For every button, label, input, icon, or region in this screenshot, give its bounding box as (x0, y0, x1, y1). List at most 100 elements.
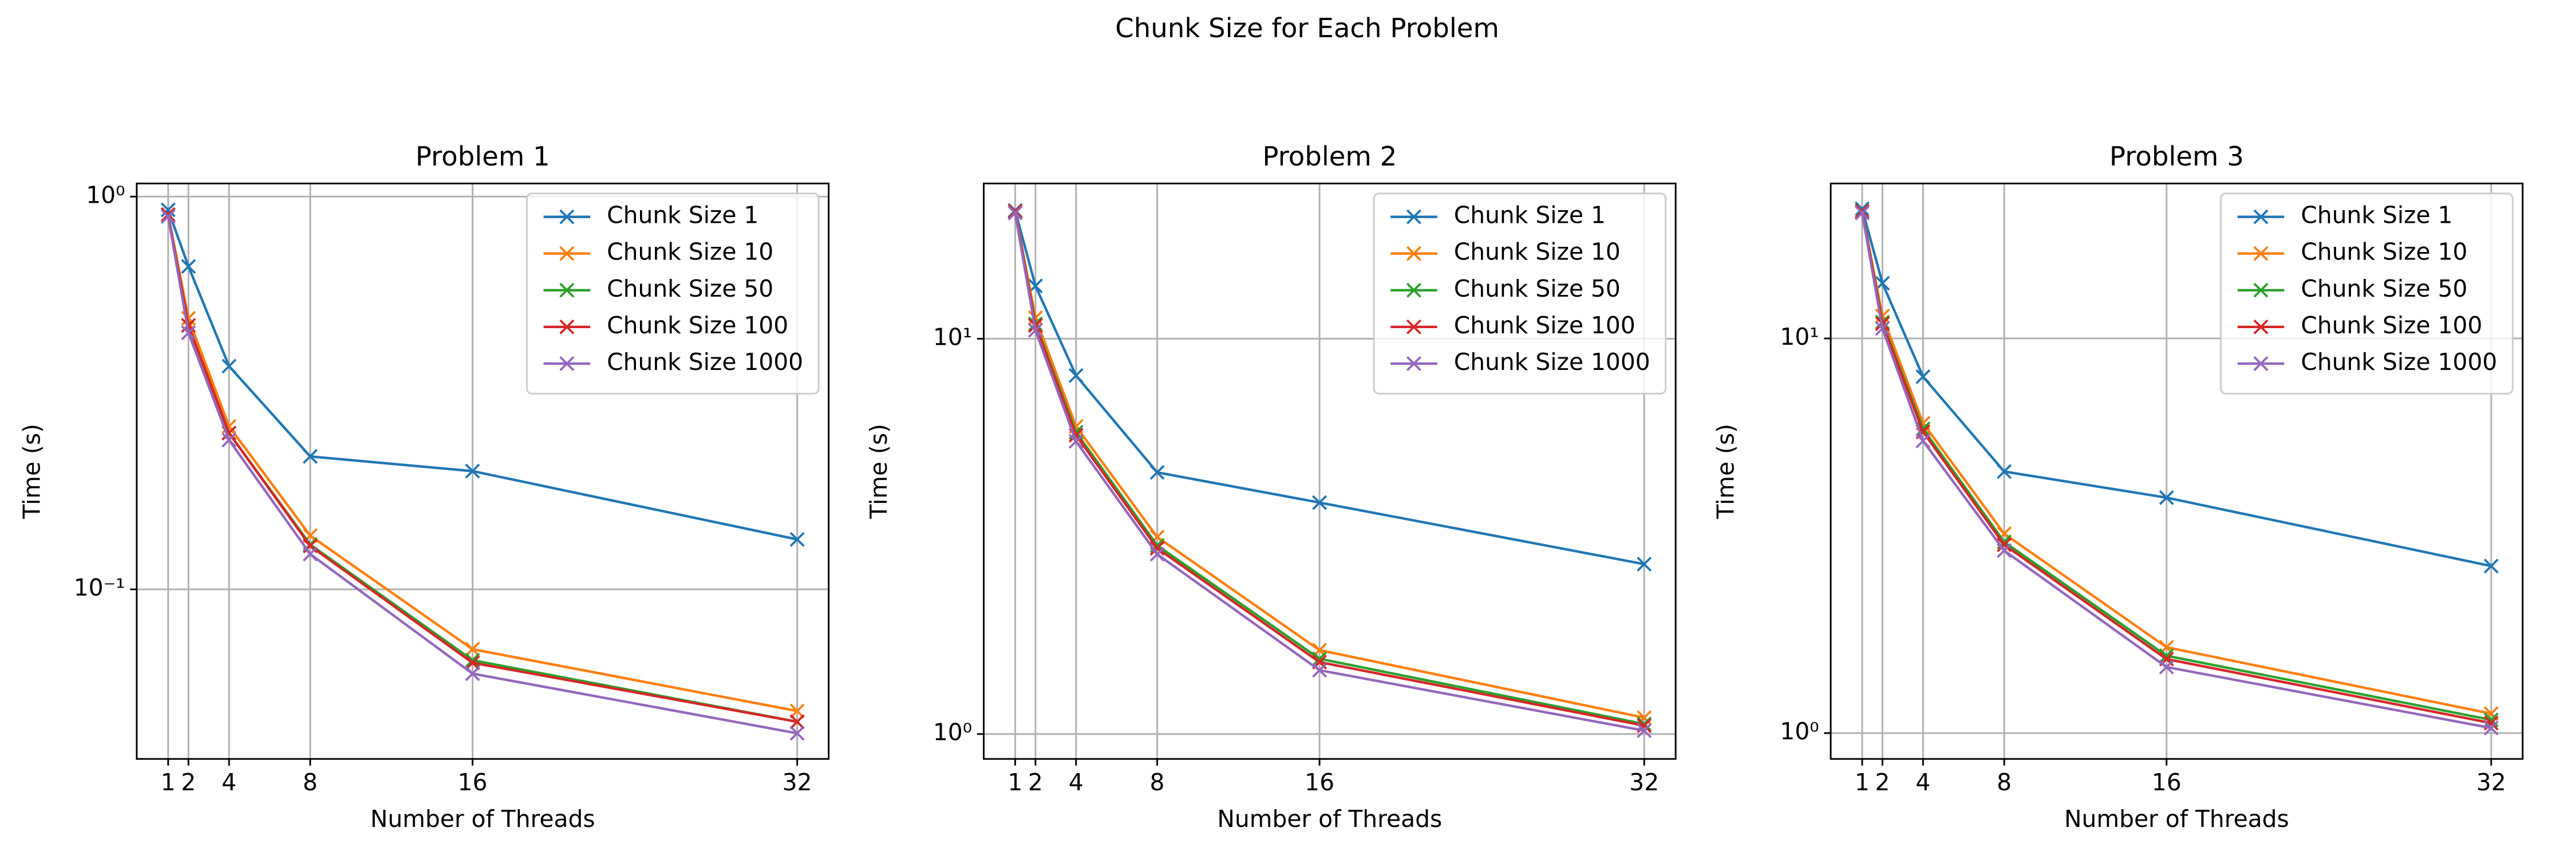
legend-label: Chunk Size 1000 (2301, 348, 2497, 376)
marker (1997, 464, 2012, 479)
y-tick-label: 10⁰ (86, 181, 125, 208)
x-axis-label: Number of Threads (2064, 805, 2289, 833)
marker (1637, 716, 1652, 732)
x-tick-label: 16 (2152, 769, 2182, 796)
x-tick-label: 1 (1008, 769, 1022, 796)
y-tick-label: 10¹ (1780, 323, 1819, 350)
y-tick-label: 10¹ (933, 323, 972, 350)
marker (465, 655, 480, 671)
series-line (1014, 210, 1645, 566)
legend-label: Chunk Size 50 (1454, 275, 1621, 302)
marker (1068, 368, 1084, 383)
marker (1855, 203, 1870, 219)
legend-marker (1406, 319, 1421, 334)
legend-label: Chunk Size 100 (607, 312, 788, 339)
marker (1068, 434, 1084, 449)
subplot: Problem 2 1 2 4 8 16 32 10⁰ 10¹ Number of Threads… (865, 141, 1677, 833)
x-tick-label: 1 (161, 769, 176, 796)
marker (789, 714, 805, 730)
x-tick-label: 2 (181, 769, 196, 796)
marker (222, 358, 237, 374)
marker (1997, 537, 2012, 553)
marker (1312, 495, 1327, 510)
marker (160, 202, 176, 218)
marker (1008, 205, 1023, 220)
marker (465, 666, 480, 681)
legend-marker (2253, 282, 2269, 298)
marker (789, 531, 805, 547)
legend-label: Chunk Size 1000 (607, 348, 803, 376)
x-tick-label: 16 (1305, 769, 1334, 796)
marker (181, 259, 196, 274)
subplot-title: Problem 2 (1262, 141, 1397, 172)
legend-box (2220, 192, 2514, 395)
x-tick-label: 2 (1028, 769, 1043, 796)
marker (1149, 541, 1165, 556)
x-tick-label: 4 (1915, 769, 1930, 796)
x-tick-label: 4 (222, 769, 236, 796)
axes-frame (982, 182, 1677, 760)
marker (1855, 201, 1870, 216)
x-tick-label: 32 (783, 769, 812, 796)
marker (1028, 322, 1043, 338)
y-tick-label: 10⁻¹ (74, 574, 125, 601)
series-line (1860, 208, 2492, 568)
legend-label: Chunk Size 1 (2301, 202, 2452, 229)
marker (1637, 557, 1652, 572)
y-tick-label: 10⁰ (1780, 718, 1819, 745)
series-line (167, 216, 798, 735)
legend-marker (559, 209, 575, 224)
marker (1915, 433, 1931, 448)
legend-label: Chunk Size 100 (1454, 312, 1635, 339)
x-tick-label: 2 (1875, 769, 1890, 796)
marker (302, 546, 318, 562)
marker (1312, 663, 1327, 678)
legend-marker (559, 319, 575, 334)
axes-frame (1830, 182, 2524, 760)
axes-frame (136, 182, 830, 760)
marker (1149, 546, 1165, 562)
marker (160, 209, 176, 224)
y-axis-label: Time (s) (18, 424, 45, 519)
legend-marker (2253, 246, 2269, 261)
legend-marker (1406, 246, 1421, 261)
marker (1875, 321, 1890, 336)
x-tick-label: 8 (1150, 769, 1165, 796)
plot-area (1855, 201, 2499, 736)
legend-marker (559, 356, 575, 371)
y-axis-label: Time (s) (865, 424, 892, 519)
legend-label: Chunk Size 1 (1454, 202, 1606, 229)
legend-label: Chunk Size 10 (1454, 238, 1621, 266)
marker (2483, 558, 2499, 574)
marker (2159, 659, 2174, 675)
marker (1008, 204, 1023, 219)
subplot: Problem 3 1 2 4 8 16 32 10⁰ 10¹ Number of Threads… (1712, 141, 2524, 833)
marker (465, 641, 480, 657)
marker (2159, 490, 2174, 505)
marker (222, 432, 237, 448)
series-line (1014, 212, 1645, 732)
marker (789, 726, 805, 741)
x-tick-label: 1 (1855, 769, 1870, 796)
subplot: Problem 1 1 2 4 8 16 32 10⁻¹ 10⁰ Number of Thread… (18, 141, 830, 833)
legend-label: Chunk Size 50 (2301, 275, 2467, 302)
y-tick-label: 10⁰ (933, 719, 972, 746)
legend-marker (559, 282, 575, 298)
legend-label: Chunk Size 1000 (1454, 348, 1650, 376)
series-line (1860, 212, 2492, 730)
x-tick-label: 4 (1069, 769, 1084, 796)
x-axis-label: Number of Threads (370, 805, 595, 833)
marker (1637, 723, 1652, 738)
marker (1855, 205, 1870, 220)
marker (302, 449, 318, 464)
legend-label: Chunk Size 100 (2301, 312, 2482, 339)
marker (1149, 464, 1165, 480)
subplot-title: Problem 3 (2109, 141, 2244, 172)
marker (181, 325, 196, 341)
legend-marker (1406, 209, 1421, 224)
marker (465, 463, 480, 479)
legend-marker (2253, 319, 2269, 334)
legend-box (1373, 192, 1667, 395)
subplot-title: Problem 1 (416, 141, 550, 172)
